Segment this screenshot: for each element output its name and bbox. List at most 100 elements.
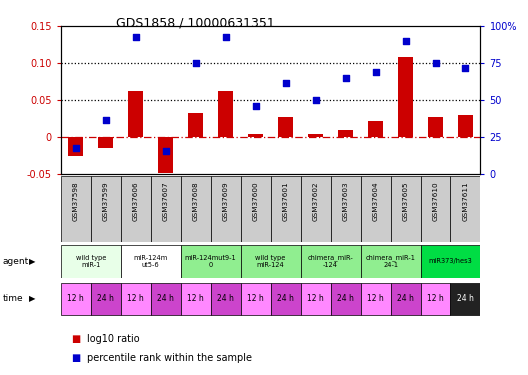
Bar [271, 176, 300, 242]
Bar [218, 91, 233, 137]
Bar [61, 245, 121, 278]
Bar [241, 176, 271, 242]
Text: GSM37609: GSM37609 [223, 182, 229, 221]
Bar [150, 176, 181, 242]
Bar [61, 283, 91, 315]
Text: miR373/hes3: miR373/hes3 [429, 258, 473, 264]
Bar [391, 176, 420, 242]
Text: GSM37603: GSM37603 [343, 182, 348, 221]
Bar [181, 245, 241, 278]
Text: GSM37606: GSM37606 [133, 182, 139, 221]
Bar [308, 134, 323, 137]
Text: 24 h: 24 h [337, 294, 354, 303]
Point [461, 65, 470, 71]
Text: ▶: ▶ [29, 257, 35, 266]
Bar [331, 176, 361, 242]
Point [281, 80, 290, 86]
Bar [181, 283, 211, 315]
Text: 12 h: 12 h [307, 294, 324, 303]
Text: ▶: ▶ [29, 294, 35, 303]
Text: 24 h: 24 h [217, 294, 234, 303]
Text: GSM37600: GSM37600 [252, 182, 259, 221]
Text: GSM37598: GSM37598 [73, 182, 79, 221]
Text: GSM37611: GSM37611 [463, 182, 468, 221]
Bar [121, 176, 150, 242]
Bar [248, 134, 263, 137]
Text: miR-124m
ut5-6: miR-124m ut5-6 [134, 255, 168, 268]
Bar [398, 57, 413, 137]
Point [431, 60, 440, 66]
Bar [121, 245, 181, 278]
Text: 24 h: 24 h [277, 294, 294, 303]
Bar [98, 137, 113, 148]
Text: 24 h: 24 h [397, 294, 414, 303]
Text: GSM37608: GSM37608 [193, 182, 199, 221]
Text: chimera_miR-
-124: chimera_miR- -124 [308, 255, 353, 268]
Bar [241, 245, 300, 278]
Text: GSM37599: GSM37599 [102, 182, 109, 221]
Point [312, 98, 320, 104]
Bar [68, 137, 83, 156]
Bar [158, 137, 173, 173]
Bar [241, 283, 271, 315]
Bar [361, 283, 391, 315]
Text: GSM37601: GSM37601 [282, 182, 289, 221]
Bar [420, 176, 450, 242]
Bar [278, 117, 293, 137]
Point [131, 34, 140, 40]
Text: GSM37610: GSM37610 [432, 182, 439, 221]
Bar [300, 283, 331, 315]
Bar [428, 117, 443, 137]
Text: ■: ■ [71, 353, 81, 363]
Point [221, 34, 230, 40]
Text: percentile rank within the sample: percentile rank within the sample [87, 353, 252, 363]
Text: GSM37605: GSM37605 [402, 182, 409, 221]
Bar [300, 245, 361, 278]
Text: GSM37602: GSM37602 [313, 182, 318, 221]
Text: 12 h: 12 h [127, 294, 144, 303]
Bar [420, 245, 480, 278]
Bar [91, 283, 121, 315]
Bar [271, 283, 300, 315]
Bar [391, 283, 420, 315]
Point [401, 38, 410, 44]
Text: wild type
miR-1: wild type miR-1 [76, 255, 106, 268]
Bar [91, 176, 121, 242]
Text: miR-124mut9-1
0: miR-124mut9-1 0 [185, 255, 237, 268]
Text: GSM37604: GSM37604 [373, 182, 379, 221]
Text: 24 h: 24 h [457, 294, 474, 303]
Bar [300, 176, 331, 242]
Text: 12 h: 12 h [367, 294, 384, 303]
Text: 12 h: 12 h [187, 294, 204, 303]
Bar [128, 91, 143, 137]
Text: wild type
miR-124: wild type miR-124 [256, 255, 286, 268]
Point [162, 148, 170, 154]
Bar [331, 283, 361, 315]
Bar [361, 245, 420, 278]
Text: 12 h: 12 h [68, 294, 84, 303]
Text: GSM37607: GSM37607 [163, 182, 168, 221]
Point [341, 75, 350, 81]
Bar [211, 176, 241, 242]
Text: 12 h: 12 h [247, 294, 264, 303]
Text: agent: agent [3, 257, 29, 266]
Text: log10 ratio: log10 ratio [87, 334, 140, 344]
Bar [361, 176, 391, 242]
Bar [211, 283, 241, 315]
Point [101, 117, 110, 123]
Bar [188, 113, 203, 137]
Bar [150, 283, 181, 315]
Bar [450, 176, 480, 242]
Bar [458, 115, 473, 137]
Text: 24 h: 24 h [97, 294, 114, 303]
Bar [450, 283, 480, 315]
Text: GDS1858 / 10000631351: GDS1858 / 10000631351 [116, 17, 275, 30]
Text: time: time [3, 294, 23, 303]
Point [71, 145, 80, 151]
Text: ■: ■ [71, 334, 81, 344]
Bar [420, 283, 450, 315]
Point [251, 103, 260, 109]
Text: 12 h: 12 h [427, 294, 444, 303]
Bar [368, 121, 383, 137]
Bar [338, 130, 353, 137]
